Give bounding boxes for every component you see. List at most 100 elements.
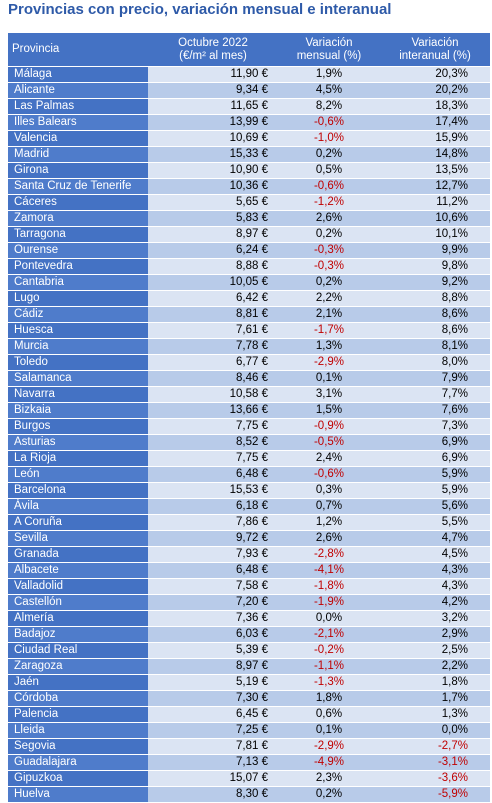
- table-row: Lleida 7,25 €0,1% 0,0%: [8, 722, 490, 739]
- value-cell: 5,65 €: [148, 194, 278, 211]
- value-cell: 9,9%: [380, 242, 490, 259]
- title: Provincias con precio, variación mensual…: [8, 1, 392, 18]
- value-cell: 6,9%: [380, 434, 490, 451]
- province-cell: Las Palmas: [8, 98, 148, 115]
- value-cell: 5,83 €: [148, 210, 278, 227]
- value-cell: 11,2%: [380, 194, 490, 211]
- value-cell: 2,2%: [278, 290, 380, 307]
- value-cell: 9,2%: [380, 274, 490, 291]
- province-cell: Asturias: [8, 434, 148, 451]
- province-cell: Madrid: [8, 146, 148, 163]
- value-cell: 6,45 €: [148, 706, 278, 723]
- value-cell: 2,5%: [380, 642, 490, 659]
- value-cell: -0,3%: [278, 258, 380, 275]
- value-cell: 7,61 €: [148, 322, 278, 339]
- value-cell: 4,7%: [380, 530, 490, 547]
- header-line: Variación: [411, 36, 459, 49]
- value-cell: 0,7%: [278, 498, 380, 515]
- value-cell: 7,36 €: [148, 610, 278, 627]
- value-cell: 8,46 €: [148, 370, 278, 387]
- table-row: Toledo 6,77 € -2,9% 8,0%: [8, 354, 490, 371]
- value-cell: 6,42 €: [148, 290, 278, 307]
- province-cell: Badajoz: [8, 626, 148, 643]
- value-cell: 20,3%: [380, 66, 490, 83]
- value-cell: 4,5%: [278, 82, 380, 99]
- table-row: Castellón 7,20 € -1,9% 4,2%: [8, 594, 490, 611]
- table-row: Murcia 7,78 €1,3% 8,1%: [8, 338, 490, 355]
- table-row: Santa Cruz de Tenerife 10,36 € -0,6% 12,7%: [8, 178, 490, 195]
- value-cell: 6,48 €: [148, 562, 278, 579]
- value-cell: 10,1%: [380, 226, 490, 243]
- table-row: A Coruña 7,86 €1,2% 5,5%: [8, 514, 490, 531]
- table-row: Girona 10,90 €0,5% 13,5%: [8, 162, 490, 179]
- header-row: Provincia Octubre 2022 (€/m² al mes) Variac…: [8, 33, 490, 67]
- province-cell: Granada: [8, 546, 148, 563]
- header-line: mensual (%): [296, 49, 362, 62]
- value-cell: 5,5%: [380, 514, 490, 531]
- value-cell: 8,8%: [380, 290, 490, 307]
- table-row: Las Palmas 11,65 €8,2% 18,3%: [8, 98, 490, 115]
- value-cell: -1,1%: [278, 658, 380, 675]
- value-cell: 1,3%: [278, 338, 380, 355]
- table-row: Lugo 6,42 €2,2% 8,8%: [8, 290, 490, 307]
- value-cell: 10,58 €: [148, 386, 278, 403]
- province-cell: Lugo: [8, 290, 148, 307]
- value-cell: 3,1%: [278, 386, 380, 403]
- province-cell: León: [8, 466, 148, 483]
- value-cell: 10,36 €: [148, 178, 278, 195]
- value-cell: 6,03 €: [148, 626, 278, 643]
- value-cell: 2,4%: [278, 450, 380, 467]
- table-row: Zaragoza 8,97 € -1,1% 2,2%: [8, 658, 490, 675]
- province-cell: Albacete: [8, 562, 148, 579]
- province-cell: Santa Cruz de Tenerife: [8, 178, 148, 195]
- value-cell: 7,7%: [380, 386, 490, 403]
- value-cell: 8,97 €: [148, 226, 278, 243]
- province-cell: Cáceres: [8, 194, 148, 211]
- value-cell: 0,5%: [278, 162, 380, 179]
- value-cell: 6,18 €: [148, 498, 278, 515]
- value-cell: 5,19 €: [148, 674, 278, 691]
- table-row: Badajoz 6,03 € -2,1% 2,9%: [8, 626, 490, 643]
- province-cell: Ourense: [8, 242, 148, 259]
- table-row: Gipuzkoa 15,07 €2,3% -3,6%: [8, 770, 490, 787]
- table-row: La Rioja 7,75 €2,4% 6,9%: [8, 450, 490, 467]
- value-cell: 7,58 €: [148, 578, 278, 595]
- header-cell: Variación interanual (%): [380, 33, 490, 67]
- province-cell: A Coruña: [8, 514, 148, 531]
- table-row: Zamora 5,83 €2,6% 10,6%: [8, 210, 490, 227]
- value-cell: 15,9%: [380, 130, 490, 147]
- table-row: Alicante 9,34 €4,5% 20,2%: [8, 82, 490, 99]
- value-cell: 7,6%: [380, 402, 490, 419]
- table-row: Ávila 6,18 €0,7% 5,6%: [8, 498, 490, 515]
- value-cell: 13,66 €: [148, 402, 278, 419]
- value-cell: 1,9%: [278, 66, 380, 83]
- value-cell: 0,2%: [278, 146, 380, 163]
- table-row: Málaga 11,90 €1,9% 20,3%: [8, 66, 490, 83]
- header-line: Provincia: [12, 43, 60, 55]
- province-cell: Málaga: [8, 66, 148, 83]
- value-cell: -0,9%: [278, 418, 380, 435]
- province-cell: Illes Balears: [8, 114, 148, 131]
- value-cell: -2,9%: [278, 738, 380, 755]
- table-row: Illes Balears 13,99 € -0,6% 17,4%: [8, 114, 490, 131]
- value-cell: 8,52 €: [148, 434, 278, 451]
- value-cell: 10,69 €: [148, 130, 278, 147]
- value-cell: 0,2%: [278, 226, 380, 243]
- table-row: Bizkaia 13,66 €1,5% 7,6%: [8, 402, 490, 419]
- table-row: Ourense 6,24 € -0,3% 9,9%: [8, 242, 490, 259]
- value-cell: 8,6%: [380, 306, 490, 323]
- province-cell: Zamora: [8, 210, 148, 227]
- value-cell: 15,33 €: [148, 146, 278, 163]
- value-cell: 6,9%: [380, 450, 490, 467]
- value-cell: 4,2%: [380, 594, 490, 611]
- value-cell: 15,53 €: [148, 482, 278, 499]
- province-cell: Huesca: [8, 322, 148, 339]
- value-cell: 1,2%: [278, 514, 380, 531]
- value-cell: -1,7%: [278, 322, 380, 339]
- province-cell: La Rioja: [8, 450, 148, 467]
- value-cell: 13,5%: [380, 162, 490, 179]
- table-row: Pontevedra 8,88 € -0,3% 9,8%: [8, 258, 490, 275]
- value-cell: 8,6%: [380, 322, 490, 339]
- value-cell: -0,3%: [278, 242, 380, 259]
- province-cell: Murcia: [8, 338, 148, 355]
